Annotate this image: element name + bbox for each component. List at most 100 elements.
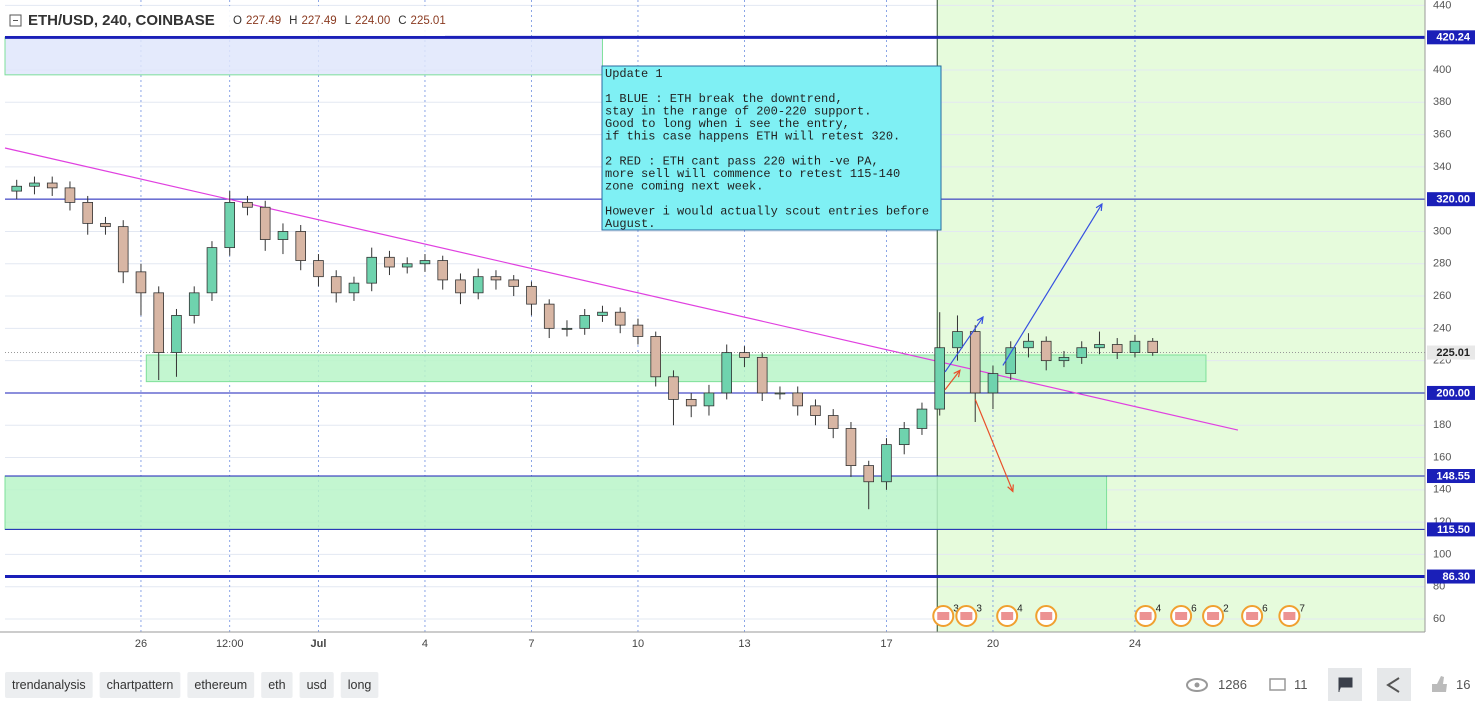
note-line: 1 BLUE : ETH break the downtrend, xyxy=(605,92,843,106)
header-bg xyxy=(0,6,445,36)
candle-body xyxy=(117,226,129,273)
candle-body xyxy=(703,392,715,407)
candle-body xyxy=(171,315,182,353)
event-count: 6 xyxy=(1262,604,1268,615)
views-count: 1286 xyxy=(1218,677,1247,692)
y-tick-label: 280 xyxy=(1433,258,1451,270)
candle-body xyxy=(845,428,857,467)
tag[interactable]: eth xyxy=(261,672,293,698)
arrow-head xyxy=(1095,202,1103,212)
price-badge xyxy=(1427,522,1475,537)
candle-body xyxy=(526,285,537,305)
note-line: Good to long when i see the entry, xyxy=(605,117,850,131)
tag[interactable]: chartpattern xyxy=(99,672,181,698)
candle-body xyxy=(898,428,910,446)
y-tick-label: 100 xyxy=(1433,548,1451,560)
event-count: 4 xyxy=(1156,604,1162,615)
x-tick-label: 17 xyxy=(880,638,892,650)
candle-body xyxy=(401,263,413,268)
tag-bg xyxy=(5,672,93,698)
flag-icon xyxy=(1338,677,1353,692)
y-tick-label: 160 xyxy=(1433,451,1451,463)
candle-body xyxy=(153,292,164,353)
candle-body xyxy=(46,182,58,189)
x-tick-label: Jul xyxy=(311,638,327,650)
zone xyxy=(4,36,603,76)
tag-label: long xyxy=(348,678,372,692)
candle-body xyxy=(863,465,874,483)
candle-body xyxy=(64,187,76,203)
y-tick-label: 400 xyxy=(1433,64,1451,76)
candle-body xyxy=(1040,340,1052,362)
like-icon[interactable] xyxy=(1432,676,1447,692)
candle-body xyxy=(206,247,218,294)
candle-body xyxy=(100,222,111,228)
y-tick-label: 260 xyxy=(1433,290,1451,302)
price-badge xyxy=(1427,569,1475,584)
price-badge xyxy=(1427,192,1475,207)
ohlc-value: 224.00 xyxy=(355,15,390,27)
note-box: Update 1 1 BLUE : ETH break the downtrend… xyxy=(601,65,942,231)
event-flag xyxy=(960,612,973,620)
candle-body xyxy=(969,331,981,394)
note-line: zone coming next week. xyxy=(605,180,763,194)
ohlc-label: L xyxy=(345,15,352,27)
x-tick-label: 10 xyxy=(632,638,644,650)
tag-bg xyxy=(187,672,255,698)
candle-body xyxy=(916,408,928,429)
note-line: However i would actually scout entries b… xyxy=(605,205,929,219)
ohlc-label: H xyxy=(289,15,297,27)
x-tick-label: 7 xyxy=(528,638,534,650)
candle-body xyxy=(1147,340,1158,353)
candle-body xyxy=(561,327,573,330)
arrow-head xyxy=(953,369,961,378)
candle-body xyxy=(827,415,839,429)
candle-body xyxy=(313,260,324,278)
arrow xyxy=(1002,203,1103,366)
tag-label: eth xyxy=(268,678,285,692)
candle-body xyxy=(1094,344,1105,349)
event-count: 2 xyxy=(1223,604,1229,615)
y-tick-label: 300 xyxy=(1433,225,1451,237)
candle-body xyxy=(579,315,590,329)
event-flag xyxy=(1246,612,1259,620)
tag[interactable]: ethereum xyxy=(187,672,255,698)
tag[interactable]: long xyxy=(340,672,379,698)
y-tick-label: 60 xyxy=(1433,613,1445,625)
tag[interactable]: usd xyxy=(299,672,334,698)
candle-body xyxy=(810,405,821,416)
price-badge xyxy=(1427,385,1475,400)
future-region xyxy=(937,0,1425,632)
views-icon xyxy=(1186,678,1208,692)
candle-body xyxy=(739,352,750,358)
candle-body xyxy=(188,292,200,316)
candle-body xyxy=(82,202,93,224)
candle-body xyxy=(490,276,502,281)
zone xyxy=(4,475,1108,530)
event-flag xyxy=(1175,612,1188,620)
y-tick-label: 360 xyxy=(1433,128,1451,140)
comments-icon xyxy=(1269,678,1286,691)
likes-count: 16 xyxy=(1456,677,1470,692)
tag-bg xyxy=(340,672,379,698)
plot-area: Update 1 1 BLUE : ETH break the downtrend… xyxy=(4,0,1425,632)
candle-body xyxy=(1111,344,1123,353)
arrow-head xyxy=(1007,484,1014,493)
share-button[interactable] xyxy=(1377,668,1411,701)
y-tick-label: 380 xyxy=(1433,96,1451,108)
y-tick-label: 440 xyxy=(1433,0,1451,11)
tag-bg xyxy=(261,672,293,698)
candle-body xyxy=(668,376,679,400)
ohlc-value: 227.49 xyxy=(246,15,281,27)
candle-body xyxy=(543,303,555,329)
candle-body xyxy=(259,206,271,240)
candle-body xyxy=(987,373,999,394)
ohlc-value: 225.01 xyxy=(411,15,446,27)
tag[interactable]: trendanalysis xyxy=(5,672,93,698)
candle-body xyxy=(614,311,626,326)
event-flag xyxy=(1139,612,1152,620)
x-tick-label: 26 xyxy=(135,638,147,650)
trendline xyxy=(4,147,1239,431)
share-icon xyxy=(1386,677,1400,693)
candle-body xyxy=(135,271,147,294)
